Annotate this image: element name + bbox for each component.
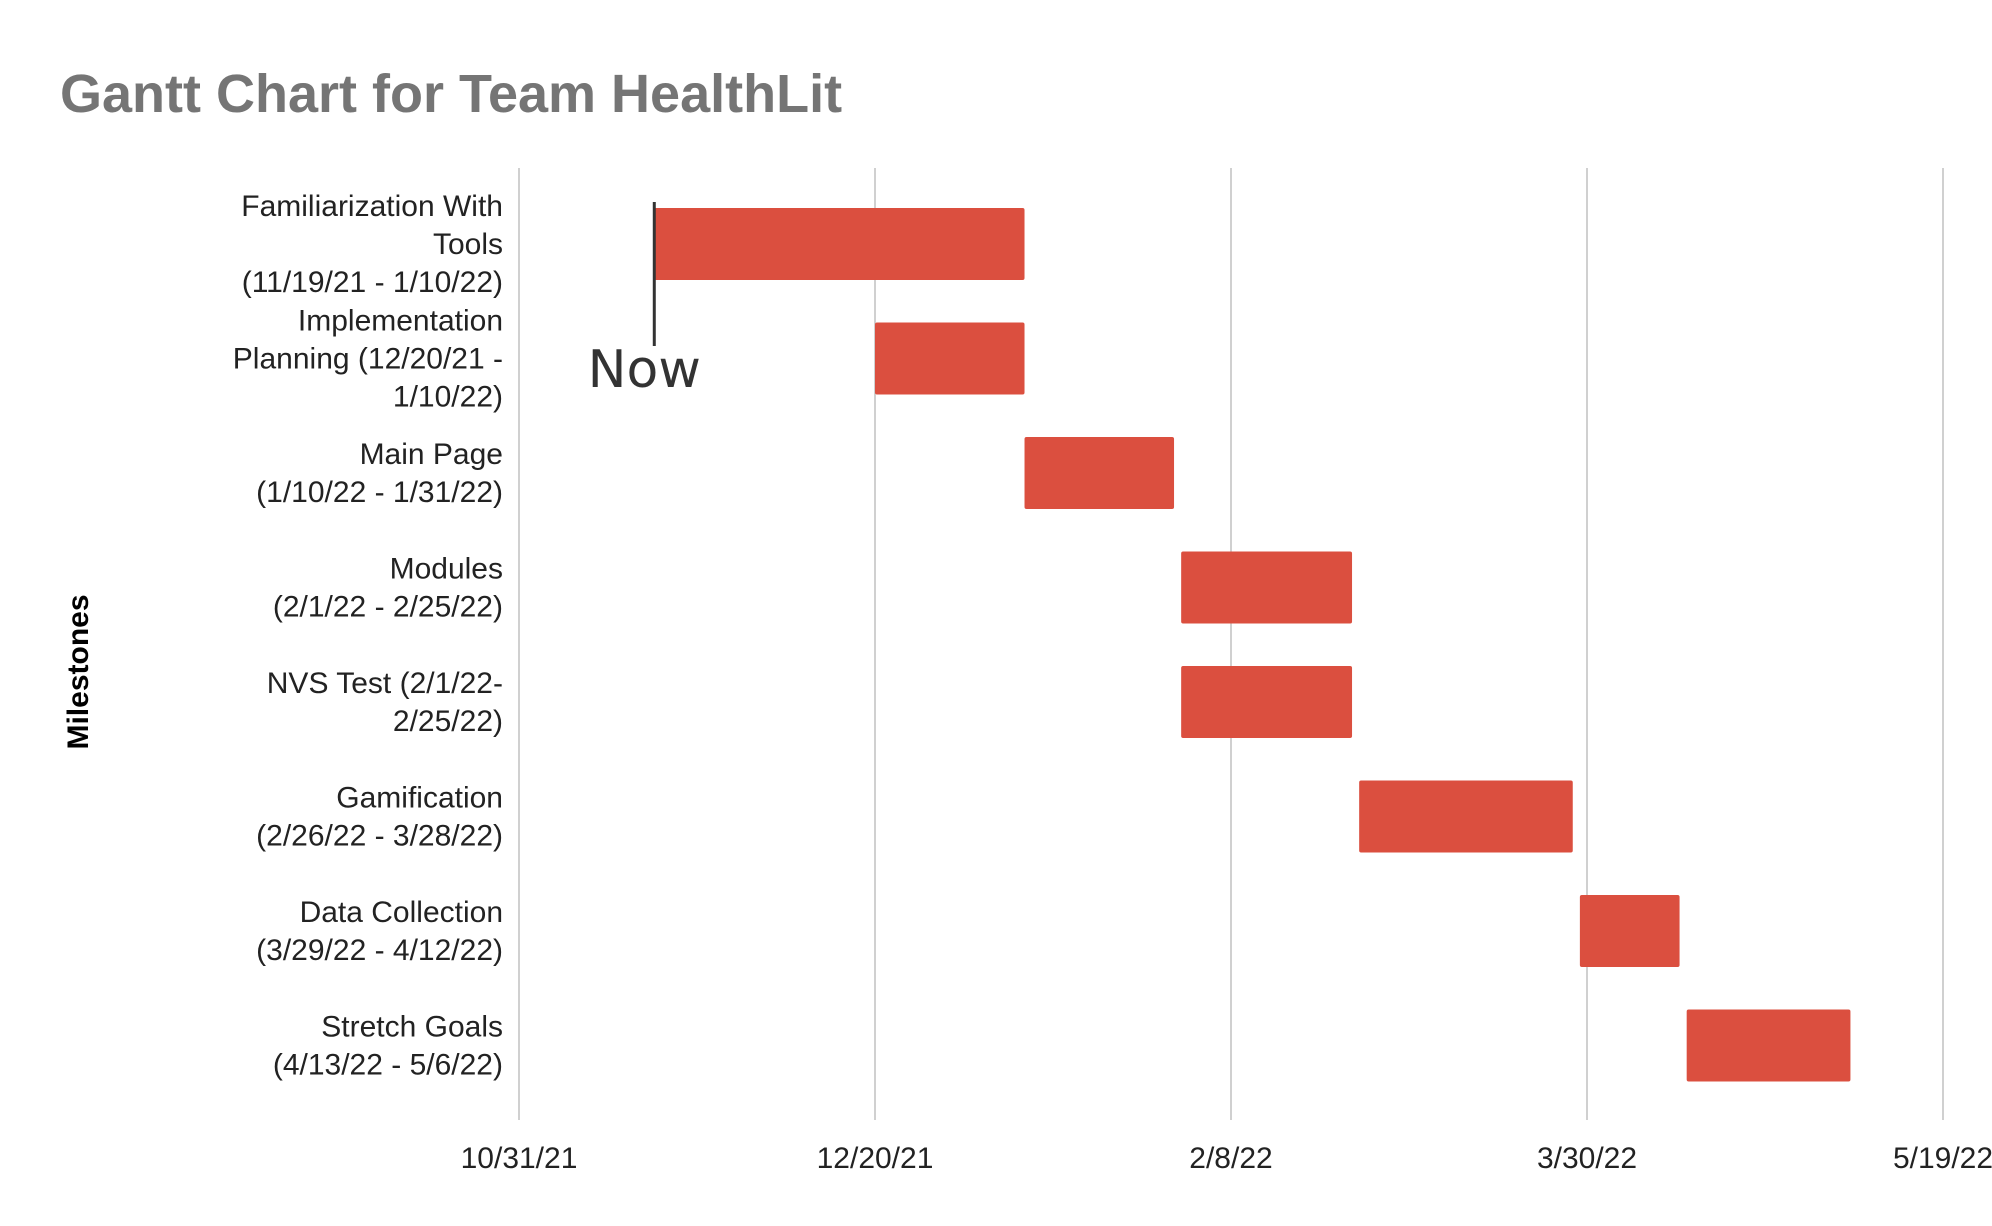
x-tick-label: 5/19/22 <box>1893 1142 1992 1175</box>
bar <box>1181 666 1353 738</box>
bar <box>1181 551 1353 624</box>
x-tick-label: 2/8/22 <box>1189 1142 1272 1175</box>
now-label: Now <box>588 340 701 400</box>
bar <box>875 322 1025 395</box>
bar <box>1686 1009 1851 1082</box>
bars <box>654 208 1851 1082</box>
category-label: Implementation Planning (12/20/21 -1/10/2… <box>233 305 503 414</box>
category-label: NVS Test (2/1/22-2/25/22) <box>267 667 503 738</box>
now-annotation: Now <box>588 202 701 400</box>
x-tick-label: 12/20/21 <box>817 1142 934 1175</box>
bar <box>654 208 1025 280</box>
category-label: Main Page (1/10/22 - 1/31/22) <box>256 438 503 509</box>
category-label: Gamification (2/26/22 - 3/28/22) <box>256 782 503 853</box>
bar <box>1359 780 1573 853</box>
y-axis-label: Milestones <box>62 594 95 749</box>
bar <box>1024 437 1175 509</box>
x-tick-label: 3/30/22 <box>1537 1142 1637 1175</box>
x-tick-label: 10/31/21 <box>461 1142 578 1175</box>
category-label: Stretch Goals (4/13/22 - 5/6/22) <box>273 1011 503 1082</box>
gridlines <box>518 168 1944 1120</box>
x-tick-labels: 10/31/21 12/20/21 2/8/22 3/30/22 5/19/22 <box>461 1142 1992 1175</box>
bar <box>1579 895 1680 967</box>
chart-title: Gantt Chart for Team HealthLit <box>60 64 842 124</box>
category-label: Modules (2/1/22 - 2/25/22) <box>273 553 503 624</box>
category-labels: Familiarization With Tools (11/19/21 - 1/1… <box>233 190 503 1082</box>
category-label: Data Collection (3/29/22 - 4/12/22) <box>256 896 503 967</box>
category-label: Familiarization With Tools (11/19/21 - 1/1… <box>241 190 503 299</box>
